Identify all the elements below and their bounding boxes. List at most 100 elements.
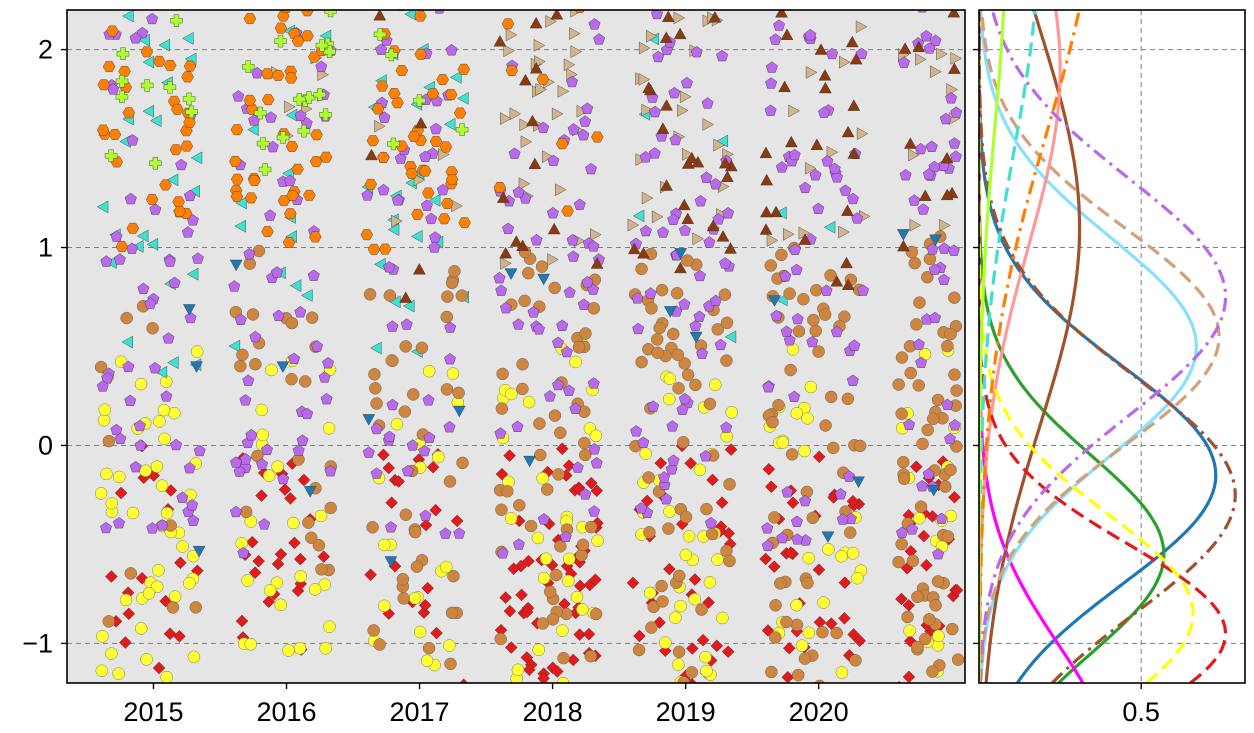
scatter-point [765,77,778,89]
scatter-point [322,357,335,369]
scatter-point [509,107,522,121]
scatter-point [526,114,539,127]
scatter-point [689,331,703,344]
scatter-point [129,460,142,473]
scatter-point [590,228,602,241]
scatter-point [950,52,962,65]
scatter-point [780,325,793,337]
scatter-point [412,263,426,275]
scatter-point [911,640,924,654]
scatter-point [129,32,142,44]
scatter-point [446,367,460,380]
scatter-point [642,81,656,93]
scatter-point [493,35,507,47]
scatter-point [392,475,405,488]
scatter-point [234,219,246,233]
scatter-point [455,123,469,136]
scatter-point [406,439,419,451]
scatter-point [110,230,123,242]
scatter-point [528,157,542,169]
scatter-point [309,231,322,243]
scatter-point [512,538,525,550]
density-curve [979,10,1237,683]
scatter-point [589,607,603,621]
scatter-point [579,448,592,462]
scatter-point [394,152,407,164]
scatter-point [114,432,127,444]
scatter-point [696,347,709,359]
scatter-point [699,650,712,664]
scatter-point [523,663,536,677]
density-curve [979,10,1166,683]
scatter-point [535,260,549,273]
scatter-point [402,299,415,313]
scatter-point [774,577,787,590]
scatter-point [384,556,398,568]
scatter-point [768,560,781,573]
scatter-point [367,243,381,255]
scatter-point [550,10,564,20]
scatter-point [765,665,778,679]
scatter-point [838,576,852,589]
scatter-point [658,471,671,483]
scatter-point [847,192,859,205]
scatter-point [633,629,646,643]
scatter-point [445,606,459,620]
scatter-point [500,257,512,270]
scatter-point [499,246,513,259]
scatter-point [383,261,396,273]
scatter-point [293,642,307,655]
scatter-point [700,171,713,183]
scatter-point [239,505,253,519]
scatter-point [315,60,328,72]
scatter-point [445,44,458,56]
scatter-point [788,104,800,118]
scatter-point [505,387,518,401]
scatter-point [170,14,183,27]
scatter-point [841,204,854,216]
scatter-point [440,560,453,574]
scatter-point [637,247,650,259]
scatter-point [928,160,941,173]
scatter-point [929,599,942,612]
scatter-point [418,444,431,457]
scatter-point [764,104,777,116]
scatter-point [519,73,532,86]
scatter-point [367,624,380,637]
scatter-point [686,642,699,655]
scatter-point [639,151,652,163]
scatter-point [302,516,315,529]
scatter-point [176,540,189,553]
scatter-point [434,10,445,14]
scatter-point [581,275,594,288]
scatter-point [242,60,255,73]
scatter-point [557,651,570,665]
scatter-point [377,152,390,163]
scatter-point [284,208,297,220]
scatter-point [397,10,405,11]
scatter-point [557,85,570,98]
scatter-point [305,311,319,324]
scatter-point [710,639,724,653]
scatter-point [563,58,576,72]
scatter-point [284,174,296,186]
scatter-point [411,209,424,220]
scatter-point [671,348,685,362]
scatter-point [841,125,855,138]
scatter-point [524,519,538,533]
scatter-point [897,472,911,485]
scatter-point [648,147,661,159]
scatter-point [790,618,804,632]
scatter-point [150,114,162,128]
scatter-point [854,439,867,453]
scatter-point [242,374,255,386]
scatter-point [551,107,564,121]
scatter-point [587,377,600,389]
scatter-point [920,30,933,42]
scatter-point [826,47,839,60]
scatter-point [903,634,917,648]
scatter-point [118,66,131,77]
scatter-point [695,603,708,616]
scatter-point [573,628,586,641]
scatter-point [230,191,244,202]
